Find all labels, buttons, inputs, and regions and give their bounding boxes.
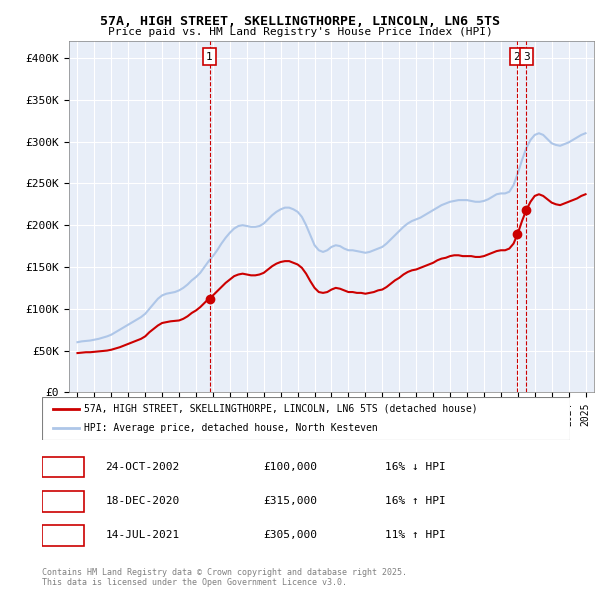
Text: 16% ↓ HPI: 16% ↓ HPI bbox=[385, 462, 446, 472]
FancyBboxPatch shape bbox=[42, 457, 84, 477]
Text: 2: 2 bbox=[60, 496, 67, 506]
Text: 1: 1 bbox=[60, 462, 67, 472]
Text: HPI: Average price, detached house, North Kesteven: HPI: Average price, detached house, Nort… bbox=[84, 422, 378, 432]
Text: £100,000: £100,000 bbox=[264, 462, 318, 472]
Text: 11% ↑ HPI: 11% ↑ HPI bbox=[385, 530, 446, 540]
FancyBboxPatch shape bbox=[42, 397, 570, 440]
Text: 1: 1 bbox=[206, 52, 213, 62]
Text: 24-OCT-2002: 24-OCT-2002 bbox=[106, 462, 179, 472]
Text: 14-JUL-2021: 14-JUL-2021 bbox=[106, 530, 179, 540]
FancyBboxPatch shape bbox=[42, 491, 84, 512]
Text: 16% ↑ HPI: 16% ↑ HPI bbox=[385, 496, 446, 506]
Text: £315,000: £315,000 bbox=[264, 496, 318, 506]
Text: 2: 2 bbox=[514, 52, 520, 62]
Text: Contains HM Land Registry data © Crown copyright and database right 2025.
This d: Contains HM Land Registry data © Crown c… bbox=[42, 568, 407, 587]
Text: 57A, HIGH STREET, SKELLINGTHORPE, LINCOLN, LN6 5TS: 57A, HIGH STREET, SKELLINGTHORPE, LINCOL… bbox=[100, 15, 500, 28]
Text: 57A, HIGH STREET, SKELLINGTHORPE, LINCOLN, LN6 5TS (detached house): 57A, HIGH STREET, SKELLINGTHORPE, LINCOL… bbox=[84, 404, 478, 414]
FancyBboxPatch shape bbox=[42, 525, 84, 546]
Text: Price paid vs. HM Land Registry's House Price Index (HPI): Price paid vs. HM Land Registry's House … bbox=[107, 27, 493, 37]
Text: 18-DEC-2020: 18-DEC-2020 bbox=[106, 496, 179, 506]
Text: 3: 3 bbox=[523, 52, 530, 62]
Text: 3: 3 bbox=[60, 530, 67, 540]
Text: £305,000: £305,000 bbox=[264, 530, 318, 540]
